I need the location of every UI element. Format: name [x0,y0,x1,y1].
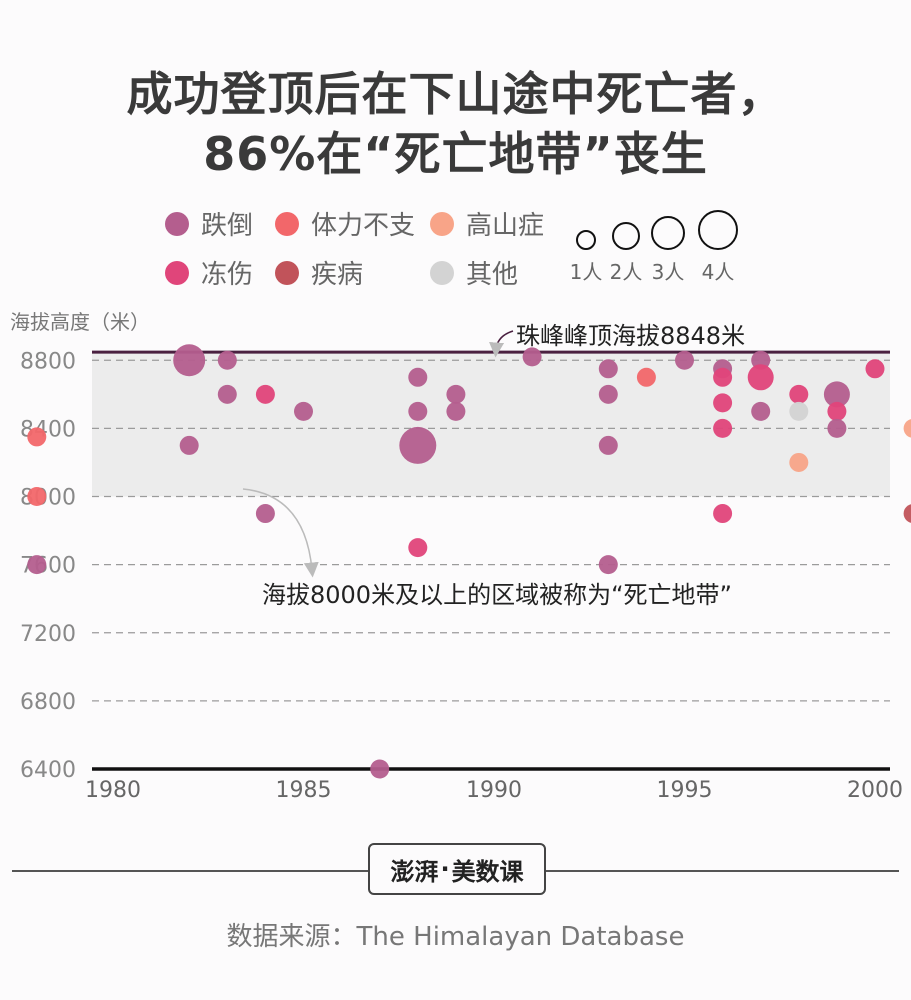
data-point [399,426,437,464]
legend-item-illness: 疾病 [275,254,363,291]
data-point [255,384,275,404]
data-point [294,401,313,421]
y-tick-label: 6400 [20,758,76,783]
data-point [713,367,733,387]
legend-label-exhaustion: 体力不支 [311,211,416,241]
size-label-4: 4人 [701,260,735,284]
logo-text-right: 美数课 [451,857,524,886]
y-tick-label: 6800 [20,690,76,715]
legend-item-fall: 跌倒 [165,205,253,242]
data-point [865,359,885,379]
x-tick-label: 1985 [276,778,332,803]
data-point [789,401,809,421]
x-tick-label: 2000 [847,778,903,803]
data-point [747,364,774,391]
footer-divider-left [12,870,368,872]
y-tick-label: 7200 [20,622,76,647]
legend-item-other: 其他 [430,254,518,291]
size-label-2: 2人 [609,260,643,284]
data-point [598,435,618,455]
data-point [827,401,847,421]
peak-annotation: 珠峰峰顶海拔8848米 [516,322,746,350]
data-point [823,381,850,408]
legend-label-fall: 跌倒 [201,211,254,241]
size-circle-2 [612,222,640,250]
data-point [179,435,199,455]
y-tick-label: 8800 [20,349,76,374]
size-circle-4 [698,210,738,250]
data-point [408,367,428,387]
data-point [27,427,47,447]
peak-annotation-arrow [489,330,514,358]
data-point [255,504,275,524]
data-point [446,401,466,421]
data-point [217,384,237,404]
size-legend-3: 3人 [646,210,690,285]
data-point [903,504,911,523]
legend-dot-exhaustion [275,211,299,236]
legend-item-frostbite: 冻伤 [165,254,253,291]
size-label-1: 1人 [569,260,603,284]
data-point [598,359,618,379]
death-zone-annotation: 海拔8000米及以上的区域被称为“死亡地带” [262,581,732,609]
data-point [370,759,390,779]
legend-dot-fall [165,211,189,236]
data-point [751,401,771,421]
footer-divider-right [546,870,899,872]
data-point [636,367,656,387]
data-point [598,555,618,575]
y-axis-label: 海拔高度（米） [10,310,150,334]
legend-label-frostbite: 冻伤 [201,260,254,290]
data-point [751,350,771,370]
size-circle-3 [651,216,685,250]
legend-dot-illness [275,260,299,285]
legend-item-exhaustion: 体力不支 [275,205,415,242]
data-point [713,504,733,524]
legend-label-other: 其他 [466,260,519,290]
data-point [408,401,428,421]
death-zone-arrow [242,488,319,578]
size-legend-1: 1人 [564,224,608,285]
data-point [522,347,542,367]
legend-dot-frostbite [165,260,189,285]
chart-title-line1: 成功登顶后在下山途中死亡者， [126,67,785,121]
data-point [217,350,237,370]
legend-label-altitude-sickness: 高山症 [466,211,545,241]
legend-dot-altitude-sickness [430,211,454,236]
x-tick-label: 1980 [85,778,141,803]
x-tick-label: 1990 [466,778,522,803]
data-point [173,344,206,377]
legend-item-altitude-sickness: 高山症 [430,205,544,242]
data-point [408,538,428,558]
data-point [713,393,733,413]
size-legend-4: 4人 [696,204,740,285]
size-legend-2: 2人 [604,216,648,285]
data-source: 数据来源：The Himalayan Database [226,922,685,952]
logo-separator: · [440,855,450,883]
data-point [27,555,47,575]
data-point [598,384,618,404]
data-point [903,419,911,438]
data-point [27,487,47,507]
data-point [713,418,733,438]
size-label-3: 3人 [651,260,685,284]
size-circle-1 [576,230,596,250]
data-point [827,418,847,438]
legend-dot-other [430,260,454,285]
legend-label-illness: 疾病 [311,260,364,290]
data-point [446,384,466,404]
chart-title-line2: 86%在“死亡地带”丧生 [203,127,708,181]
x-tick-label: 1995 [657,778,713,803]
publisher-logo: 澎湃 · 美数课 [368,843,546,895]
data-point [789,452,809,472]
data-point [789,384,809,404]
data-point [675,350,694,370]
logo-text-left: 澎湃 [390,856,439,886]
